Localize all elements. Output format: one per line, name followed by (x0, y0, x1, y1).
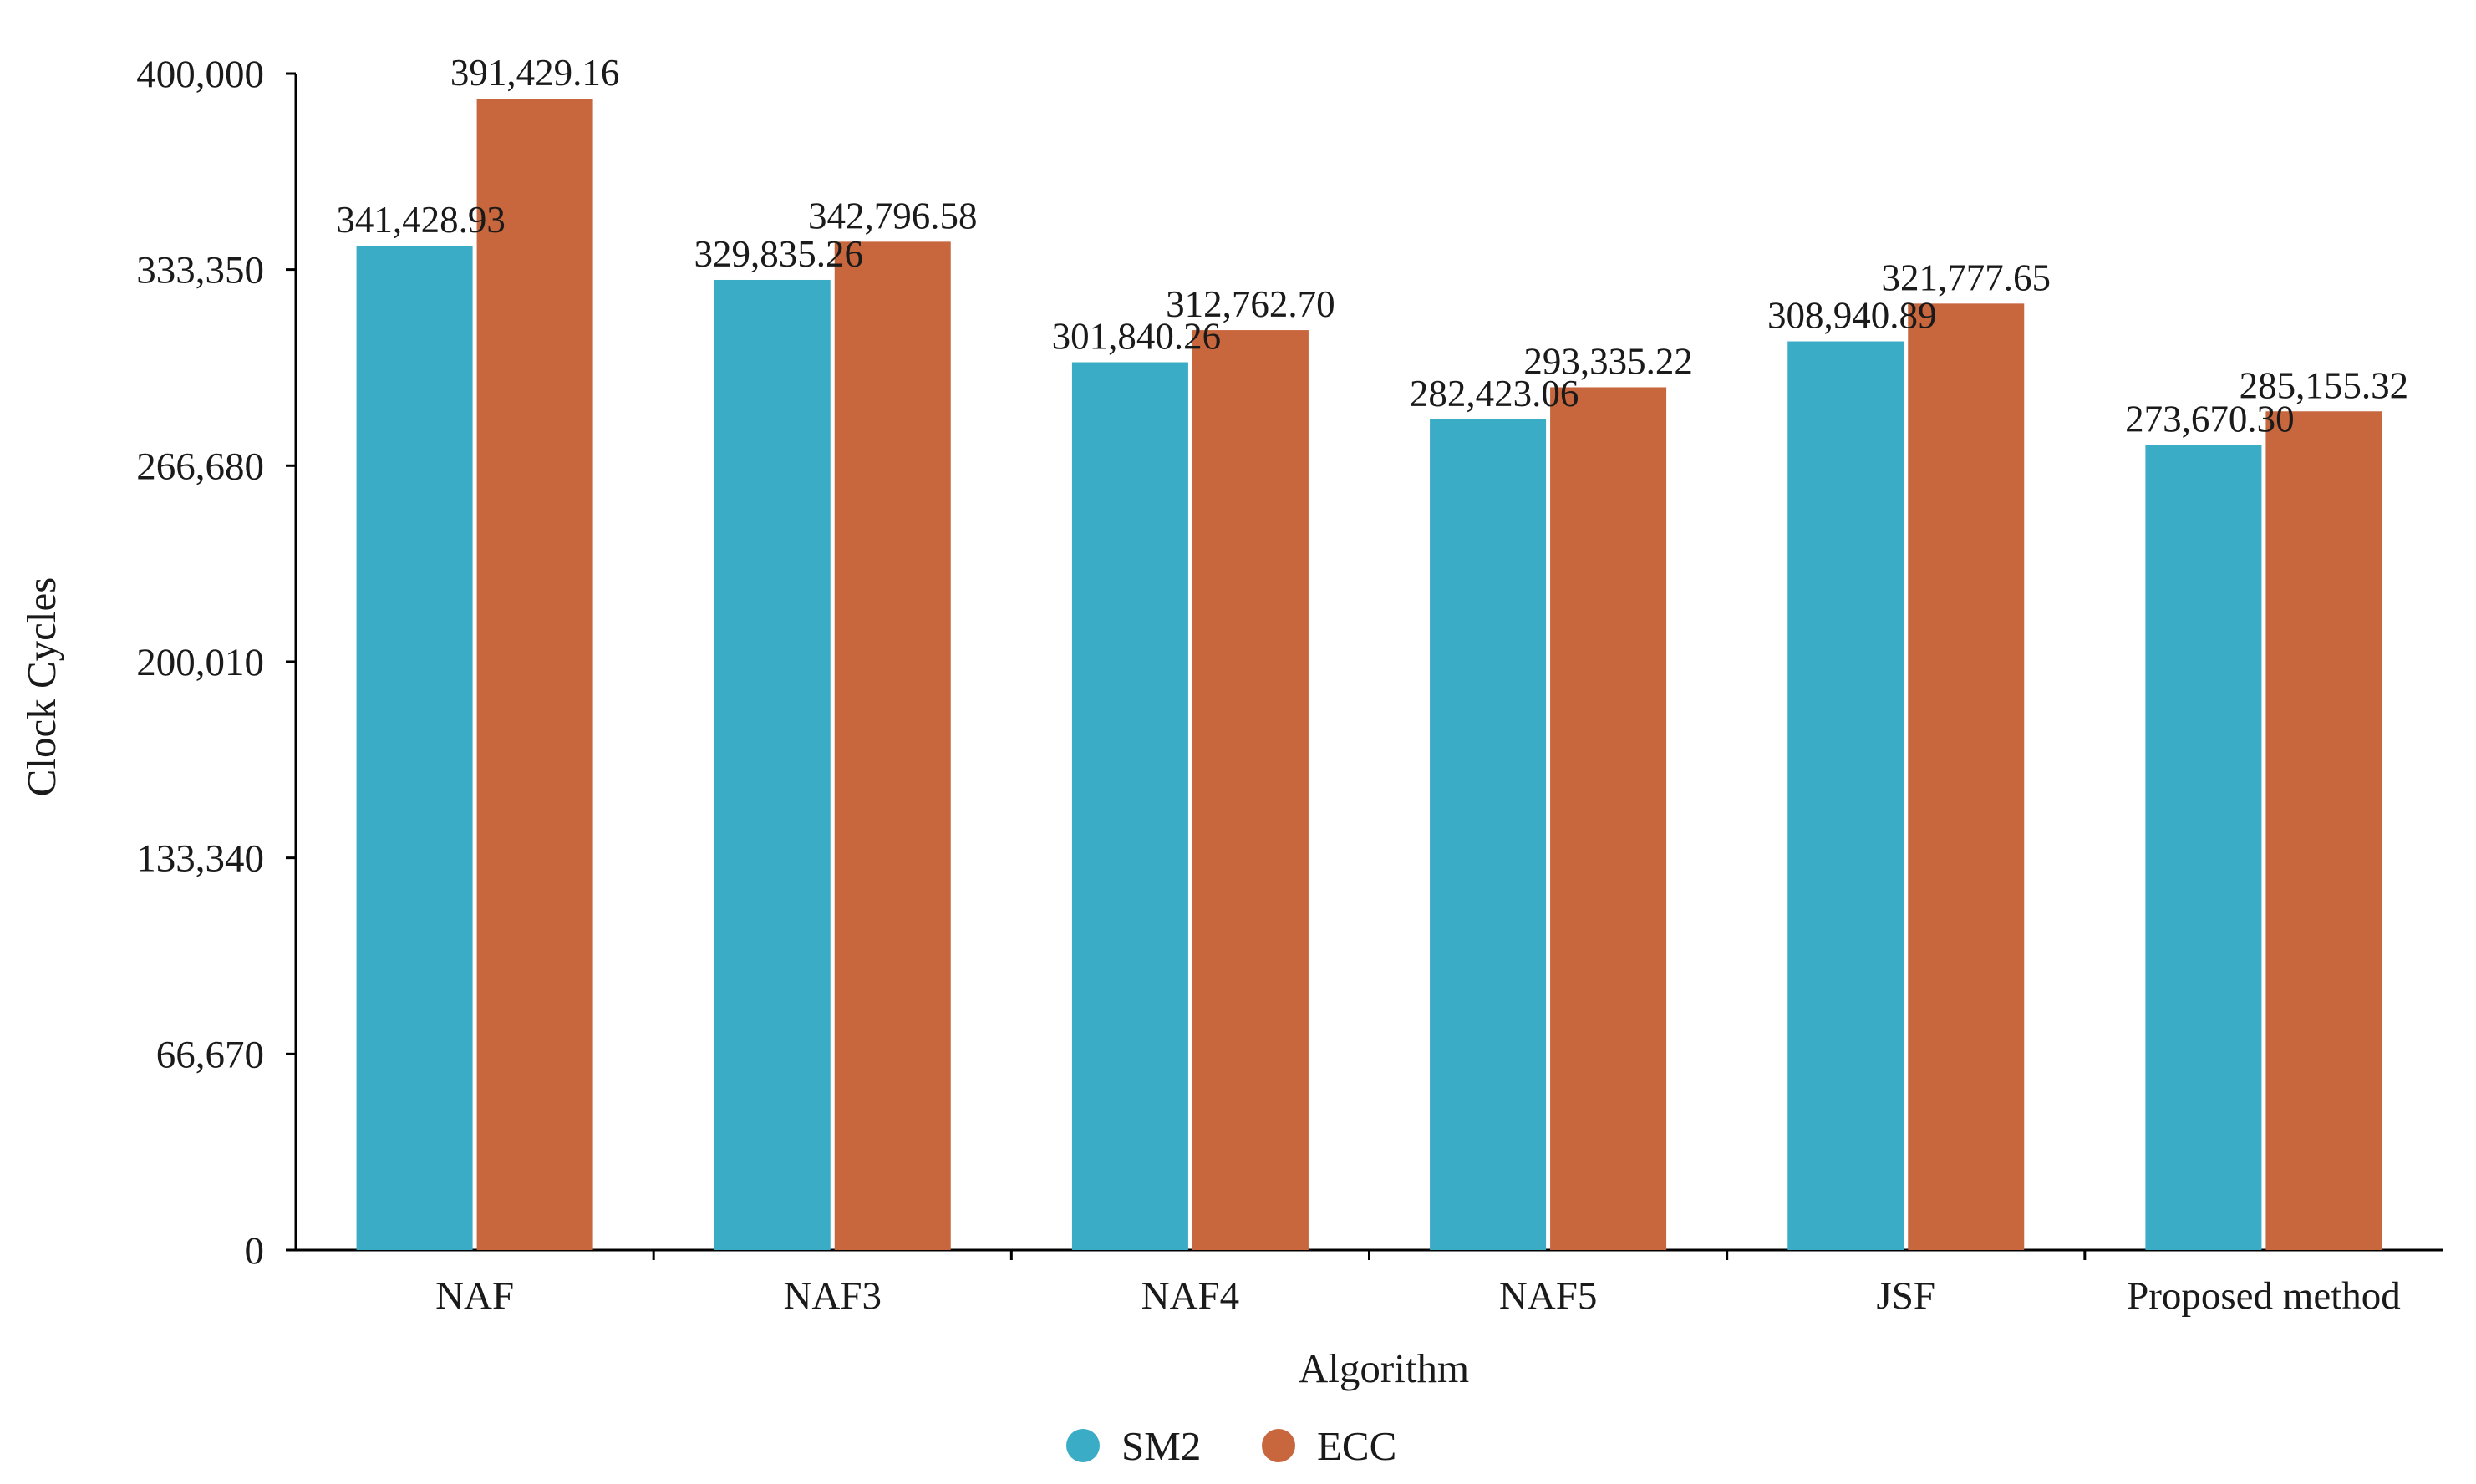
y-tick-label: 0 (245, 1229, 265, 1273)
y-tick-label: 200,010 (136, 641, 264, 684)
data-label-sm2: 301,840.26 (1052, 316, 1222, 358)
legend: SM2 ECC (1066, 1423, 1396, 1469)
bar-ecc (1192, 330, 1309, 1250)
data-label-sm2: 308,940.89 (1767, 295, 1937, 337)
bar-sm2 (1787, 341, 1904, 1250)
x-axis: NAF NAF3 NAF4 NAF5 JSF Proposed method (296, 1248, 2443, 1318)
bar-sm2 (356, 246, 473, 1250)
legend-marker-ecc (1262, 1429, 1295, 1462)
x-tick-label: JSF (1876, 1274, 1935, 1318)
x-tick-label: NAF (435, 1274, 514, 1318)
data-label-ecc: 342,796.58 (808, 195, 978, 236)
bar-ecc (1550, 387, 1667, 1251)
y-axis: 0 66,670 133,340 200,010 266,680 333,350 400,0… (136, 53, 297, 1273)
y-tick-label: 66,670 (156, 1033, 264, 1076)
data-label-sm2: 273,670.30 (2125, 399, 2295, 440)
bar-sm2 (2145, 445, 2262, 1250)
x-axis-title: Algorithm (1299, 1345, 1469, 1391)
x-tick-label: NAF5 (1499, 1274, 1598, 1318)
bar-ecc (1908, 303, 2025, 1251)
x-tick-label: NAF3 (783, 1274, 882, 1318)
bar-ecc (476, 99, 593, 1251)
data-label-ecc: 312,762.70 (1166, 283, 1335, 325)
data-label-ecc: 391,429.16 (450, 52, 620, 94)
data-label-sm2: 341,428.93 (336, 199, 506, 241)
x-tick-label: NAF4 (1141, 1274, 1240, 1318)
x-tick-label: Proposed method (2127, 1274, 2401, 1318)
data-label-sm2: 282,423.06 (1410, 373, 1579, 414)
y-tick-label: 333,350 (136, 249, 264, 292)
legend-label-ecc: ECC (1317, 1423, 1396, 1469)
data-label-ecc: 285,155.32 (2240, 364, 2409, 406)
y-tick-label: 133,340 (136, 837, 264, 881)
legend-marker-sm2 (1066, 1429, 1100, 1462)
legend-label-sm2: SM2 (1121, 1423, 1201, 1469)
bar-sm2 (1071, 362, 1188, 1251)
bars (356, 99, 2382, 1251)
data-label-sm2: 329,835.26 (694, 233, 864, 275)
data-label-ecc: 321,777.65 (1882, 257, 2051, 298)
y-tick-label: 266,680 (136, 445, 264, 488)
y-axis-title: Clock Cycles (18, 577, 64, 797)
bar-sm2 (714, 279, 831, 1251)
y-tick-label: 400,000 (136, 53, 264, 96)
bar-ecc (834, 241, 951, 1250)
data-label-ecc: 293,335.22 (1523, 340, 1693, 382)
bar-ecc (2265, 411, 2382, 1250)
bar-sm2 (1430, 419, 1547, 1250)
data-labels: 341,428.93 391,429.16 329,835.26342,796.58… (336, 52, 2408, 440)
